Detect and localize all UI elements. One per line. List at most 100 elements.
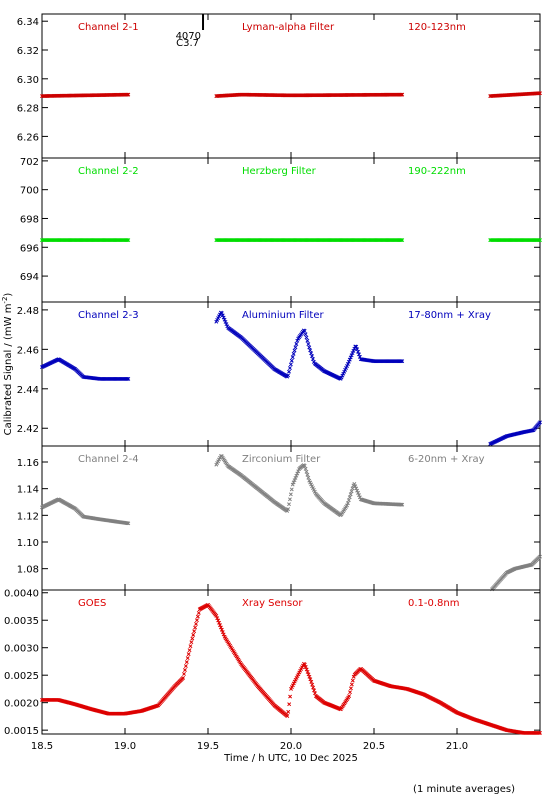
data-point [350,678,355,683]
data-point [348,690,352,695]
data-point [215,616,220,621]
data-point [347,357,352,362]
data-point [303,466,308,471]
y-tick-label: 6.26 [17,132,39,143]
y-tick-label: 1.10 [17,538,39,549]
data-point [219,311,224,316]
channel-label: Channel 2-4 [78,454,139,465]
data-point [538,554,542,559]
data-point [347,694,352,699]
series [40,310,542,446]
data-point [192,629,197,634]
data-point [538,730,542,735]
data-point [345,362,350,366]
series [40,454,542,592]
data-point [538,238,542,243]
data-point [345,364,349,368]
data-point [400,238,405,243]
data-point [220,313,225,318]
x-axis-label: Time / h UTC, 10 Dec 2025 [223,753,358,764]
data-point [287,497,292,502]
band-label: 6-20nm + Xray [408,454,485,465]
data-point [308,677,313,682]
data-point [399,238,404,243]
data-point [285,714,290,719]
data-point [310,354,314,359]
data-point [308,348,313,353]
data-point [189,640,194,645]
data-point [310,357,315,361]
data-point [288,492,293,497]
data-point [346,498,351,503]
data-point [304,667,309,672]
panel-frame [41,301,541,447]
y-tick-label: 698 [20,214,39,225]
x-tick-label: 19.5 [197,741,219,752]
data-point [221,632,226,637]
panel-frame [41,13,541,159]
data-point [305,669,310,674]
data-point [345,503,349,508]
data-point [182,668,187,672]
data-point [355,488,360,493]
band-label: 0.1-0.8nm [408,598,460,609]
data-point [309,679,314,684]
x-tick-label: 19.0 [114,741,136,752]
data-point [350,351,355,356]
filter-label: Zirconium Filter [242,454,321,465]
data-point [351,348,356,353]
data-point [288,694,293,699]
panel-frame [41,157,541,303]
data-point [191,632,196,637]
data-point [217,620,222,625]
data-point [295,471,300,476]
data-point [214,613,219,618]
data-point [306,475,311,480]
y-tick-label: 2.42 [17,424,39,435]
y-tick-label: 0.0030 [4,644,39,655]
y-tick-label: 0.0040 [4,589,39,600]
data-point [183,664,188,668]
data-point [126,92,131,97]
data-point [287,366,292,370]
x-tick-label: 20.0 [280,741,302,752]
band-label: 120-123nm [408,22,466,33]
x-axis: 18.5 19.0 19.5 20.0 20.5 21.0 [31,741,468,752]
data-point [195,614,200,619]
panel-frame [41,445,541,591]
data-point [303,665,308,669]
data-point [220,630,225,635]
data-point [352,482,357,486]
data-point [353,484,358,489]
channel-label: Channel 2-1 [78,22,139,33]
data-point [356,490,360,495]
y-tick-label: 6.32 [17,46,39,57]
data-point [400,92,405,97]
data-point [216,618,221,623]
y-tick-label: 1.14 [17,485,39,496]
data-point [537,91,542,96]
data-point [400,359,405,364]
channel-label: Channel 2-3 [78,310,139,321]
data-point [196,610,201,615]
panels: 6.26 6.28 6.30 6.32 6.34 Channel 2-1 Lyman-alp… [4,13,542,737]
data-point [293,345,298,350]
data-point [292,348,297,353]
data-point [296,469,301,474]
data-point [294,342,299,346]
data-point [224,322,229,327]
y-tick-label: 0.0020 [4,699,39,710]
footnote: (1 minute averages) [413,784,515,795]
data-point [537,730,542,735]
data-point [354,486,359,491]
data-point [286,507,291,512]
y-tick-label: 6.30 [17,75,39,86]
x-tick-label: 20.5 [363,741,385,752]
data-point [306,672,311,677]
data-point [181,675,186,680]
data-point [222,317,227,322]
data-point [349,489,354,494]
data-point [307,674,312,679]
y-tick-label: 6.28 [17,104,39,115]
